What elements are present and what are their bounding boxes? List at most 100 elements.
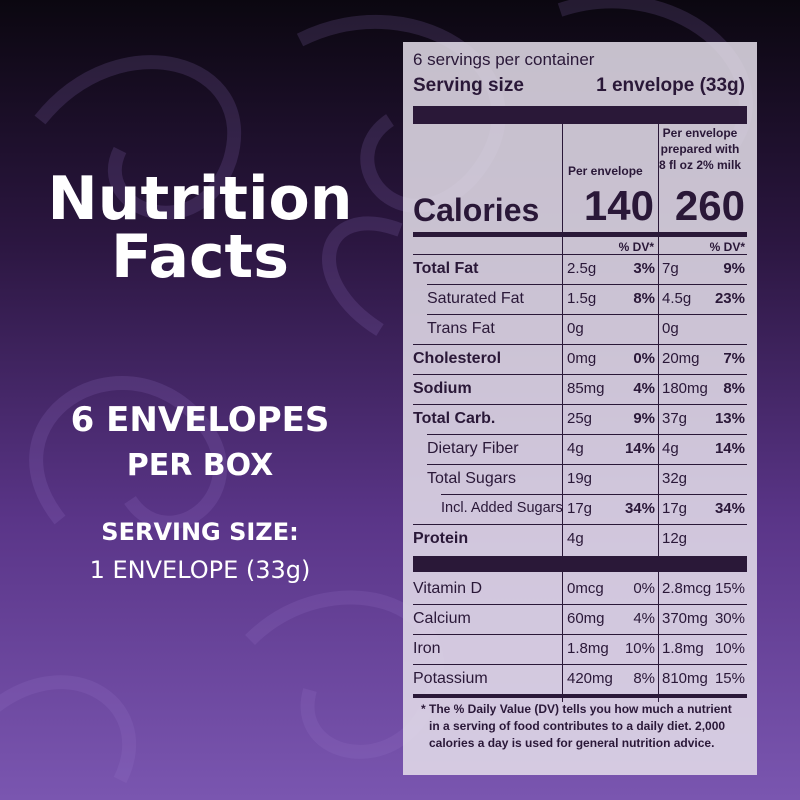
row-rule <box>427 464 747 465</box>
nutrient-name: Total Carb. <box>413 410 496 427</box>
footnote: * The % Daily Value (DV) tells you how m… <box>421 702 732 716</box>
amount: 810mg <box>662 670 708 687</box>
amount: 4g <box>567 530 584 547</box>
amount: 2.8mcg <box>662 580 712 597</box>
serving-size-value: 1 ENVELOPE (33g) <box>89 556 311 584</box>
servings: 6 servings per container <box>413 50 595 69</box>
daily-value: 8% <box>723 380 745 397</box>
nutrient-name: Total Fat <box>413 260 479 277</box>
row-rule <box>413 404 747 405</box>
daily-value: 8% <box>633 290 655 307</box>
daily-value: 9% <box>633 410 655 427</box>
amount: 0mg <box>567 350 597 367</box>
col2-header: prepared with <box>660 142 740 156</box>
daily-value: 10% <box>714 640 745 657</box>
amount: 420mg <box>567 670 613 687</box>
daily-value: 0% <box>633 580 655 597</box>
rule <box>413 694 747 698</box>
daily-value: 15% <box>714 580 745 597</box>
dv-header: % DV* <box>709 240 745 254</box>
calories: 140 <box>583 182 654 229</box>
vitamin-name: Vitamin D <box>413 580 483 597</box>
nutrient-name: Total Sugars <box>427 470 516 487</box>
row-rule <box>413 604 747 605</box>
nutrient-name: Cholesterol <box>413 350 502 367</box>
vitamin-name: Iron <box>413 640 441 657</box>
col2-header: Per envelope <box>662 126 738 140</box>
nutrient-name: Sodium <box>413 380 472 397</box>
calories-label: Calories <box>413 192 540 228</box>
row-rule <box>413 374 747 375</box>
amount: 12g <box>662 530 688 547</box>
daily-value: 10% <box>624 640 655 657</box>
amount: 180mg <box>662 380 708 397</box>
row-rule <box>413 524 747 525</box>
daily-value: 14% <box>624 440 655 457</box>
amount: 19g <box>567 470 593 487</box>
daily-value: 34% <box>714 500 745 517</box>
col2-header: 8 fl oz 2% milk <box>658 158 742 172</box>
col1-header: Per envelope <box>568 164 643 178</box>
col-divider <box>562 124 563 702</box>
serving-size: 1 envelope (33g) <box>596 75 745 96</box>
daily-value: 15% <box>714 670 745 687</box>
row-rule <box>413 254 747 255</box>
amount: 0g <box>662 320 679 337</box>
vitamin-name: Potassium <box>413 670 488 687</box>
row-rule <box>413 664 747 665</box>
nutrient-name: Dietary Fiber <box>427 440 519 457</box>
thick-bar <box>413 106 747 124</box>
envelopes-count: 6 ENVELOPES <box>70 400 330 440</box>
amount: 0mcg <box>567 580 604 597</box>
row-rule <box>427 434 747 435</box>
amount: 4.5g <box>662 290 692 307</box>
daily-value: 13% <box>714 410 745 427</box>
col-divider <box>658 124 659 702</box>
daily-value: 3% <box>633 260 655 277</box>
amount: 2.5g <box>567 260 597 277</box>
amount: 17g <box>662 500 688 517</box>
amount: 60mg <box>567 610 605 627</box>
thick-bar <box>413 556 747 572</box>
row-rule <box>413 634 747 635</box>
row-rule <box>441 494 747 495</box>
daily-value: 14% <box>714 440 745 457</box>
row-rule <box>427 284 747 285</box>
amount: 0g <box>567 320 584 337</box>
amount: 1.8mg <box>662 640 704 657</box>
serving-size-heading: SERVING SIZE: <box>101 518 299 546</box>
daily-value: 8% <box>633 670 655 687</box>
dv-header: % DV* <box>618 240 654 254</box>
daily-value: 34% <box>624 500 655 517</box>
per-box: PER BOX <box>126 448 274 483</box>
nutrient-name: Saturated Fat <box>427 290 524 307</box>
amount: 25g <box>567 410 593 427</box>
amount: 1.5g <box>567 290 597 307</box>
daily-value: 0% <box>633 350 655 367</box>
daily-value: 23% <box>714 290 745 307</box>
amount: 17g <box>567 500 593 517</box>
footnote: in a serving of food contributes to a da… <box>429 719 726 733</box>
amount: 4g <box>567 440 584 457</box>
row-rule <box>413 344 747 345</box>
serving-size-label: Serving size <box>413 75 524 96</box>
title: Nutrition Facts <box>47 164 353 292</box>
footnote: calories a day is used for general nutri… <box>429 736 715 750</box>
nutrition-label: 6 servings per container Serving size 1 en… <box>403 42 757 775</box>
amount: 32g <box>662 470 688 487</box>
calories: 260 <box>674 182 745 229</box>
daily-value: 30% <box>714 610 745 627</box>
amount: 20mg <box>662 350 700 367</box>
amount: 4g <box>662 440 679 457</box>
daily-value: 4% <box>633 380 655 397</box>
nutrient-name: Protein <box>413 530 469 547</box>
vitamin-name: Calcium <box>413 610 471 627</box>
daily-value: 7% <box>723 350 745 367</box>
rule <box>413 232 747 237</box>
amount: 370mg <box>662 610 708 627</box>
amount: 37g <box>662 410 688 427</box>
daily-value: 4% <box>633 610 655 627</box>
amount: 85mg <box>567 380 605 397</box>
